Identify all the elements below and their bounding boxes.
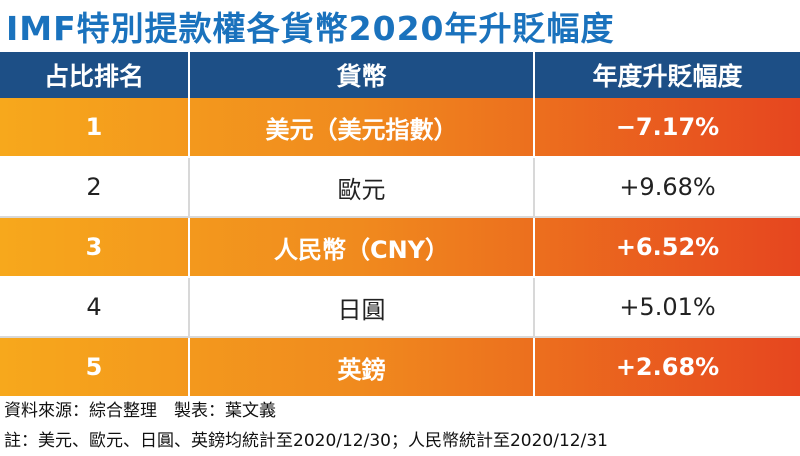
table-cell: 4 [0, 278, 190, 336]
table-row: 2 歐元 +9.68% [0, 158, 800, 218]
header-row: 占比排名 貨幣 年度升貶幅度 [0, 52, 800, 98]
table-cell: 日圓 [190, 278, 535, 336]
table-cell: +2.68% [615, 353, 720, 381]
column-header: 年度升貶幅度 [592, 62, 743, 91]
table-row: 5 英鎊 +2.68% [0, 338, 800, 398]
source: 資料來源：綜合整理 製表：葉文義 [4, 401, 276, 421]
table-row: 1 美元（美元指數） −7.17% [0, 98, 800, 158]
table-cell: +5.01% [619, 293, 716, 321]
table-cell: 5 [0, 338, 190, 396]
table-cell: 1 [0, 98, 190, 156]
table: 占比排名 貨幣 年度升貶幅度 1 美元（美元指數） −7.17% 2 歐元 +9.68% 3 人民幣… [0, 52, 800, 398]
column-header: 貨幣 [190, 52, 535, 98]
table-cell: 2 [0, 158, 190, 216]
table-cell: 人民幣（CNY） [190, 218, 535, 276]
title: IMF特別提款權各貨幣2020年升貶幅度 [6, 9, 615, 48]
table-row: 3 人民幣（CNY） +6.52% [0, 218, 800, 278]
table-cell: 3 [0, 218, 190, 276]
column-header: 占比排名 [0, 52, 190, 98]
table-cell: 英鎊 [190, 338, 535, 396]
table-row: 4 日圓 +5.01% [0, 278, 800, 338]
table-cell: −7.17% [615, 113, 720, 141]
table-cell: +9.68% [619, 173, 716, 201]
footnote: 註：美元、歐元、日圓、英鎊均統計至2020/12/30；人民幣統計至2020/1… [4, 431, 608, 451]
table-cell: 美元（美元指數） [190, 98, 535, 156]
table-cell: 歐元 [190, 158, 535, 216]
table-cell: +6.52% [615, 233, 720, 261]
